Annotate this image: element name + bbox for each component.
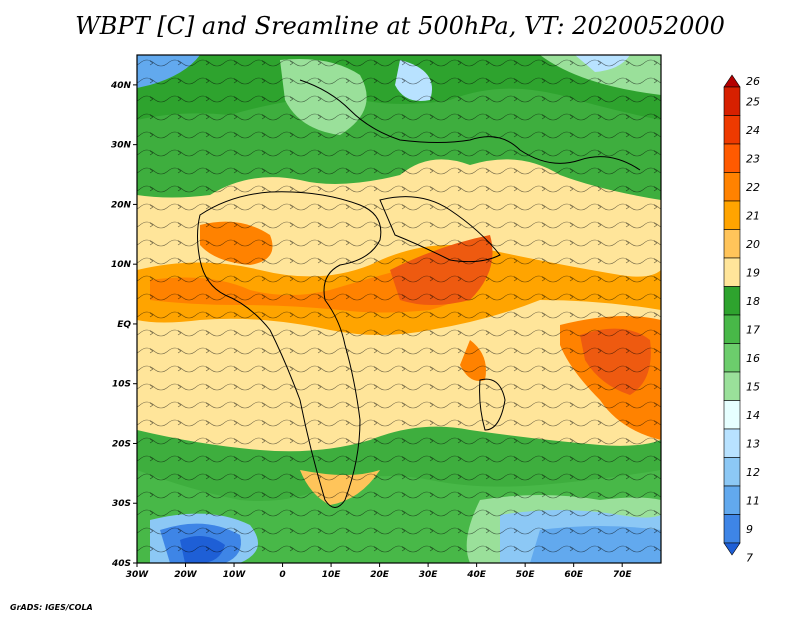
colorbar-label: 23 [746,152,760,165]
credit-text: GrADS: IGES/COLA [10,603,93,612]
colorbar-swatch [723,314,741,344]
colorbar-label: 22 [746,181,760,194]
colorbar-swatch [723,200,741,230]
y-tick-label: 40S [111,559,131,569]
y-tick-label: 10S [112,380,131,390]
colorbar-label: 12 [746,466,760,479]
colorbar-swatch [723,514,741,544]
colorbar-label: 14 [746,409,760,422]
y-tick-label: 30S [112,499,131,509]
colorbar-swatch [723,400,741,430]
map-title: WBPT [C] and Sreamline at 500hPa, VT: 20… [75,12,725,40]
colorbar-swatch [723,542,741,556]
colorbar-label: 17 [746,323,760,336]
colorbar-swatch [723,343,741,373]
colorbar-swatch [723,172,741,202]
colorbar-swatch [723,86,741,116]
plot-frame [136,54,662,564]
colorbar-label: 16 [746,352,760,365]
x-tick-label: 0 [279,570,285,580]
x-tick-label: 20W [174,570,198,580]
colorbar-label: 13 [746,437,760,450]
colorbar-swatch [723,229,741,259]
x-tick-label: 50E [516,570,536,580]
colorbar-swatch [723,428,741,458]
x-tick-label: 30W [126,570,150,580]
colorbar-swatch [723,485,741,515]
colorbar-label: 20 [746,238,760,251]
y-tick-label: 20S [112,439,131,449]
colorbar-swatch [723,286,741,316]
y-tick-label: EQ [117,320,131,330]
colorbar-label: 9 [746,523,753,536]
colorbar-swatch [723,457,741,487]
y-tick-label: 30N [111,141,132,151]
colorbar-label: 18 [746,295,760,308]
wbpt-field [137,55,661,563]
y-tick-label: 20N [111,200,132,210]
colorbar-swatch [723,115,741,145]
y-axis: 40N 30N 20N 10N EQ 10S 20S 30S 40S [110,81,137,569]
colorbar: 26 25 24 23 22 21 20 19 18 17 16 15 14 13 12 11 9 7 [723,74,760,564]
x-tick-label: 10E [322,570,342,580]
colorbar-swatch [723,74,741,88]
colorbar-label: 11 [746,494,760,507]
x-tick-label: 40E [466,570,487,580]
colorbar-swatch [723,143,741,173]
x-tick-label: 60E [564,570,584,580]
y-tick-label: 40N [110,81,132,91]
x-axis: 30W 20W 10W 0 10E 20E 30E 40E 50E 60E 70E [126,563,633,580]
x-tick-label: 20E [370,570,390,580]
colorbar-label: 7 [746,551,753,564]
colorbar-label: 26 [746,75,760,88]
x-tick-label: 70E [613,570,633,580]
y-tick-label: 10N [111,260,132,270]
colorbar-swatch [723,257,741,287]
x-tick-label: 30E [419,570,439,580]
colorbar-label: 21 [746,209,760,222]
colorbar-label: 15 [746,380,760,393]
colorbar-swatch [723,371,741,401]
x-tick-label: 10W [223,570,247,580]
colorbar-label: 25 [746,95,760,108]
colorbar-label: 19 [746,266,760,279]
colorbar-label: 24 [746,124,760,137]
